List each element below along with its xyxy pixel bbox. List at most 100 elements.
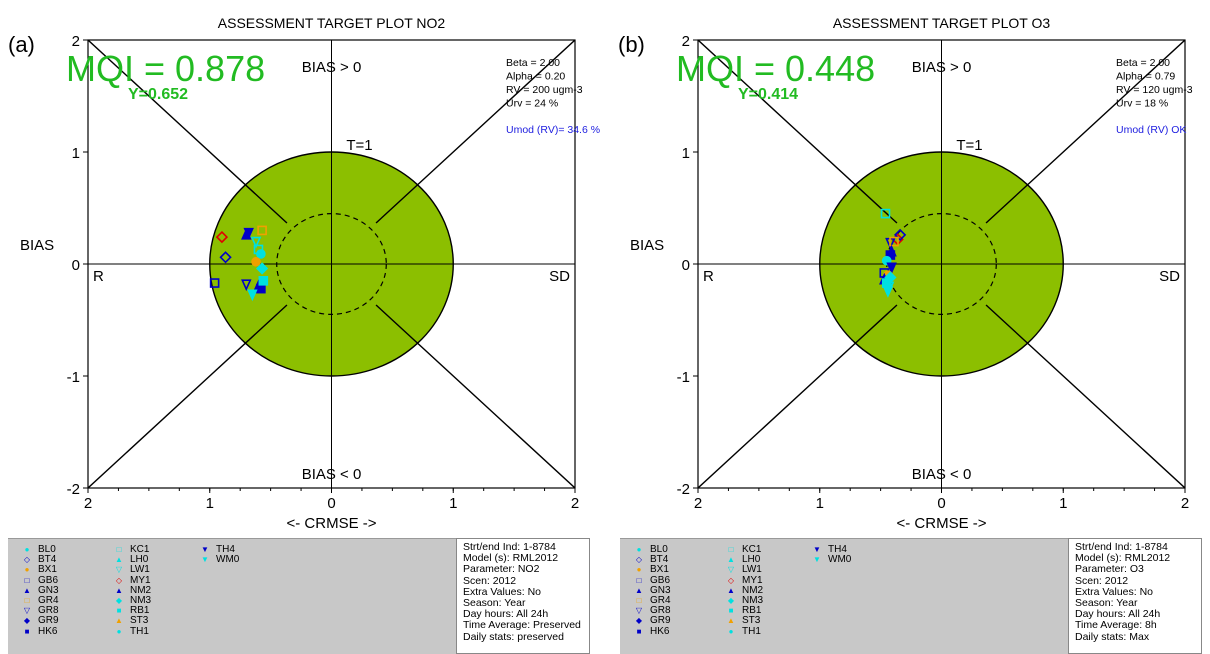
legend-symbol-icon: □ xyxy=(24,595,30,605)
mqi-value: MQI = 0.878 xyxy=(66,48,265,89)
legend-item: ▼ WM0 xyxy=(194,555,239,565)
legend-item: ▲ NM2 xyxy=(108,585,151,596)
param-text: Beta = 2.00 xyxy=(1116,57,1170,69)
x-tick-label: 1 xyxy=(816,495,824,512)
legend-label: LH0 xyxy=(130,554,149,566)
y-tick-label: 0 xyxy=(682,257,690,274)
legend-label: GN3 xyxy=(38,584,59,596)
legend-label: NM3 xyxy=(130,594,152,606)
diagonal-line xyxy=(88,40,288,224)
legend-symbol-icon: ■ xyxy=(728,606,734,616)
legend-symbol-icon: ▽ xyxy=(115,565,123,575)
legend-item: ▼ TH4 xyxy=(806,544,851,555)
x-tick-label: 1 xyxy=(449,495,457,512)
marker-bx1 xyxy=(251,256,261,267)
legend-symbol-icon: □ xyxy=(728,545,734,554)
umod-text: Umod (RV)= 34.6 % xyxy=(506,124,600,136)
legend-item: ▼ WM0 xyxy=(806,555,851,565)
info-line: Strt/end Ind: 1-8784 xyxy=(463,541,556,553)
param-text: Urv = 24 % xyxy=(506,98,558,110)
y-tick-label: -2 xyxy=(67,481,80,498)
x-tick-label: 0 xyxy=(937,495,945,512)
target-plot-o3: ASSESSMENT TARGET PLOT O3 2 1 0 1 2 2 1 0 -1 -2 <- … xyxy=(630,15,1193,530)
legend-item: ▽ GR8 xyxy=(628,606,671,616)
legend-label: LH0 xyxy=(742,554,761,566)
y-value: Y=0.414 xyxy=(738,86,798,103)
legend-label: TH4 xyxy=(216,544,235,555)
legend-item: ● TH1 xyxy=(720,626,763,637)
legend-item: ■ HK6 xyxy=(16,626,59,637)
legend-symbol-icon: ● xyxy=(728,626,734,636)
y-tick-label: -1 xyxy=(67,369,80,386)
legend-item: ■ RB1 xyxy=(108,606,151,616)
legend-label: GR4 xyxy=(650,594,671,606)
info-line: Model (s): RML2012 xyxy=(463,552,559,565)
legend-item: □ GR4 xyxy=(16,595,59,606)
y-tick-label: -2 xyxy=(677,481,690,498)
legend-symbol-icon: ▲ xyxy=(727,555,735,565)
marker-nm3 xyxy=(255,262,269,275)
info-line: Strt/end Ind: 1-8784 xyxy=(1075,541,1168,553)
legend-item: ◆ NM3 xyxy=(720,594,764,606)
legend-label: ST3 xyxy=(130,615,149,627)
sd-label: SD xyxy=(549,268,570,285)
y-tick-label: 2 xyxy=(72,33,80,50)
legend-label: WM0 xyxy=(216,554,240,566)
umod-text: Umod (RV) OK xyxy=(1116,124,1186,136)
legend-label: GR8 xyxy=(650,605,671,617)
info-line: Daily stats: preserved xyxy=(463,630,564,643)
marker-wm0 xyxy=(247,289,258,302)
x-tick-label: 1 xyxy=(206,495,214,512)
info-line: Extra Values: No xyxy=(1075,585,1154,598)
legend-item: ■ HK6 xyxy=(628,626,671,637)
info-line: Parameter: O3 xyxy=(1075,563,1144,576)
r-label: R xyxy=(93,268,104,285)
legend-col1-a: ● BL0 ◇ BT4 ● BX1 □ GB6 ▲ GN3 □ GR4 ▽ GR8 ◆ GR9 ■ HK6 xyxy=(16,544,59,637)
legend-item: □ KC1 xyxy=(720,544,763,555)
legend-symbol-icon: ● xyxy=(636,545,642,554)
legend-item: ▲ GN3 xyxy=(16,584,59,596)
x-tick-label: 2 xyxy=(1181,495,1189,512)
legend-label: KC1 xyxy=(130,544,150,555)
marker-gn3 xyxy=(241,227,252,240)
legend-label: BL0 xyxy=(38,544,56,555)
chart-title: ASSESSMENT TARGET PLOT NO2 xyxy=(218,15,446,31)
y-axis-label: BIAS xyxy=(630,237,664,254)
legend-symbol-icon: ▼ xyxy=(201,545,209,554)
legend-item: ▽ LW1 xyxy=(108,565,151,575)
param-text: RV = 200 ugm-3 xyxy=(506,84,583,96)
legend-label: LW1 xyxy=(742,564,762,576)
x-tick-label: 1 xyxy=(1059,495,1067,512)
legend-item: ▽ GR8 xyxy=(16,606,59,616)
legend-symbol-icon: □ xyxy=(24,575,30,585)
legend-panel-b: ● BL0 ◇ BT4 ● BX1 □ GB6 ▲ GN3 □ GR4 ▽ GR8 ◆ GR9 ■ HK6 □ KC… xyxy=(620,538,1068,654)
x-tick-label: 0 xyxy=(327,495,335,512)
legend-symbol-icon: ▲ xyxy=(727,585,735,595)
legend-label: NM3 xyxy=(742,594,764,606)
info-panel-b: Strt/end Ind: 1-8784 Model (s): RML2012 Pa… xyxy=(1068,538,1202,654)
legend-item: ▲ LH0 xyxy=(720,555,763,565)
legend-symbol-icon: ■ xyxy=(24,626,30,636)
legend-symbol-icon: ▲ xyxy=(635,585,643,595)
legend-item: ▲ ST3 xyxy=(720,616,763,626)
legend-symbol-icon: ◆ xyxy=(115,595,123,605)
legend-label: GR9 xyxy=(38,615,59,627)
x-tick-label: 2 xyxy=(694,495,702,512)
legend-label: TH1 xyxy=(130,625,149,637)
y-tick-label: -1 xyxy=(677,369,690,386)
x-axis-label: <- CRMSE -> xyxy=(286,515,376,530)
legend-item: ◇ BT4 xyxy=(16,555,59,565)
legend-label: RB1 xyxy=(742,605,762,617)
marker-th4 xyxy=(886,262,897,275)
chart-title: ASSESSMENT TARGET PLOT O3 xyxy=(833,15,1051,31)
legend-symbol-icon: ● xyxy=(24,565,30,575)
diagonal-lines xyxy=(698,40,1185,488)
marker-nm3 xyxy=(884,271,897,284)
diagonal-line xyxy=(985,40,1185,224)
legend-symbol-icon: ● xyxy=(116,626,122,636)
marker-wm0 xyxy=(882,286,894,298)
legend-label: TH4 xyxy=(828,544,847,555)
panel-b-label: (b) xyxy=(618,32,645,57)
info-line: Day hours: All 24h xyxy=(1075,608,1161,621)
diagonal-line xyxy=(88,304,288,488)
